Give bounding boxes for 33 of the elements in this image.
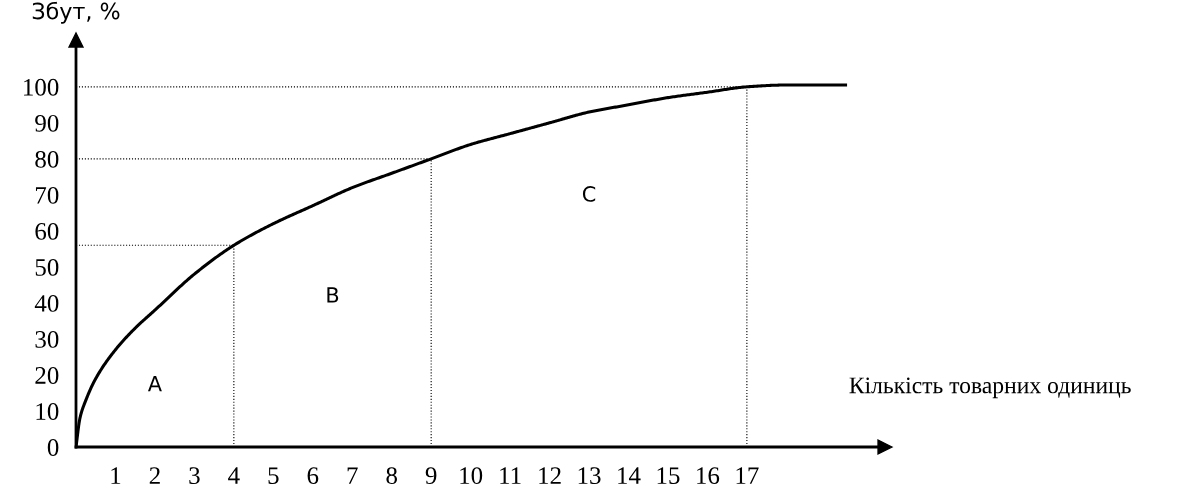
y-tick-label: 50 [35,258,59,276]
x-tick-label: 16 [697,467,720,485]
y-tick-label: 100 [24,78,59,96]
y-tick-label: 10 [36,403,59,420]
x-tick-label: 14 [618,467,641,484]
y-tick-label: 0 [47,439,59,456]
y-tick-label: 20 [35,367,59,384]
y-axis-title: Збут, % [32,1,120,24]
x-tick-label: 11 [500,467,521,484]
y-tick-label: 70 [35,186,59,204]
x-tick-label: 15 [657,467,680,485]
x-tick-label: 4 [228,467,240,484]
y-tick-label: 90 [35,114,59,132]
x-tick-label: 7 [347,467,358,484]
x-tick-label: 12 [539,467,561,484]
x-tick-label: 17 [736,467,759,484]
annotation: B [327,287,339,303]
y-tick-label: 60 [35,222,59,240]
y-tick-label: 40 [34,294,59,312]
annotation: C [582,186,596,202]
x-tick-label: 2 [149,467,160,484]
y-tick-label: 30 [35,331,59,348]
x-tick-label: 9 [425,467,437,485]
x-tick-label: 13 [578,467,601,485]
x-tick-label: 1 [111,467,121,484]
x-axis-title: Кількість товарних одиниць [849,377,1131,399]
x-tick-label: 8 [386,467,397,485]
x-tick-label: 10 [460,467,483,485]
x-tick-label: 3 [189,467,200,485]
x-tick-label: 5 [268,467,279,485]
annotation: A [147,375,162,392]
y-tick-label: 80 [35,150,59,168]
x-tick-label: 6 [307,467,319,485]
